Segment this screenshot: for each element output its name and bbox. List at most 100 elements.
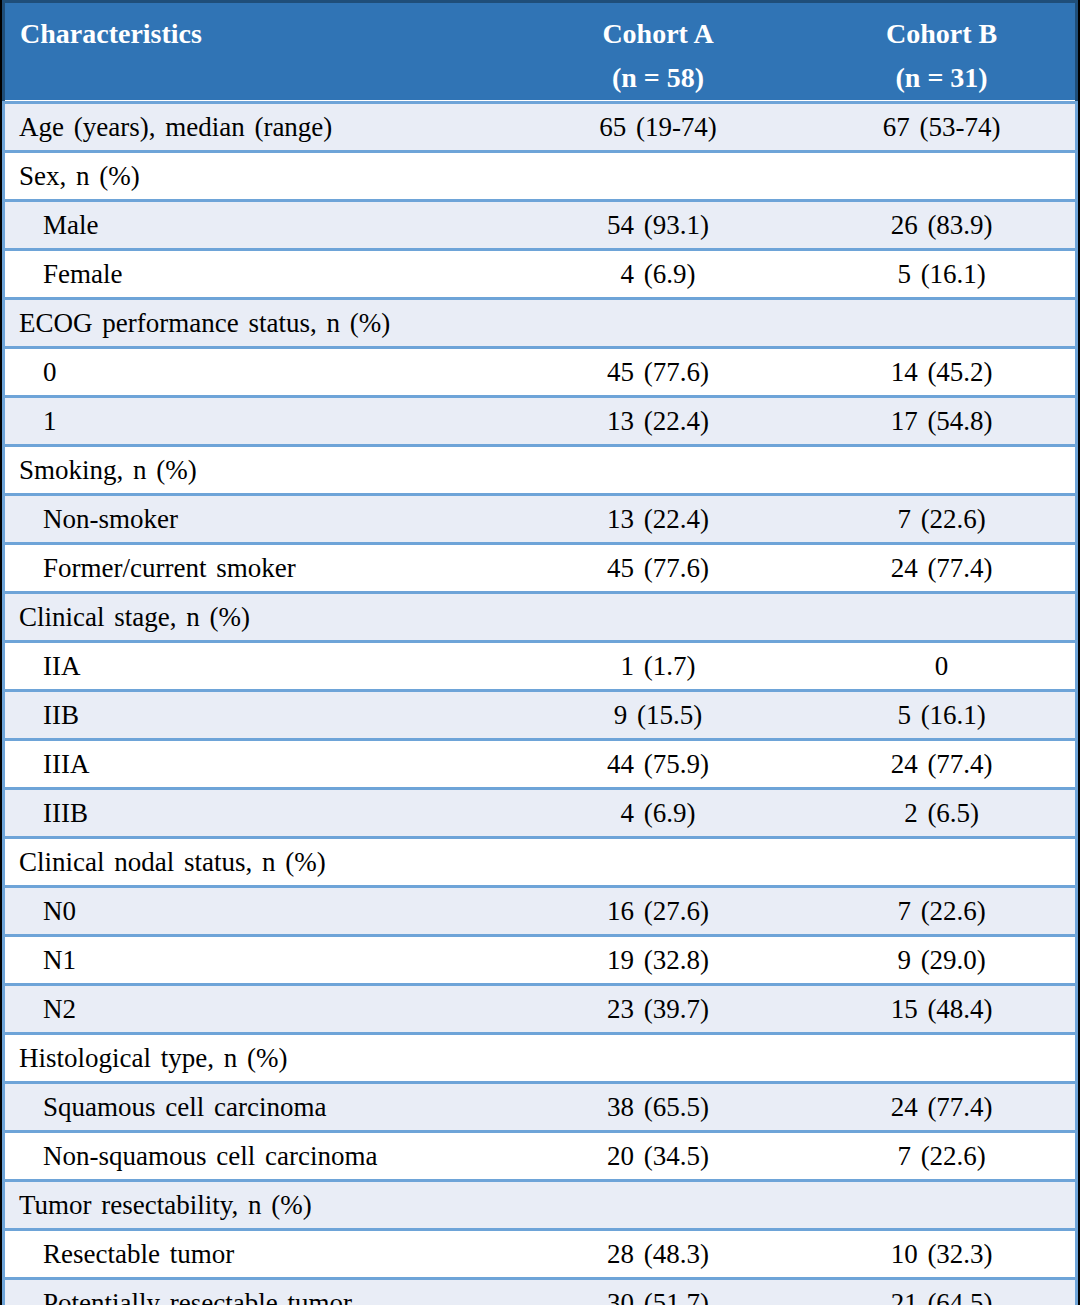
cohort-a-value: 1 (1.7) bbox=[508, 642, 808, 691]
cohort-a-value: 23 (39.7) bbox=[508, 985, 808, 1034]
header-row: Characteristics Cohort A (n = 58) Cohort… bbox=[4, 2, 1077, 103]
cohort-b-value: 24 (77.4) bbox=[808, 740, 1076, 789]
cohort-b-value bbox=[808, 1034, 1076, 1083]
cohort-b-value: 17 (54.8) bbox=[808, 397, 1076, 446]
table-row: Sex, n (%) bbox=[4, 152, 1077, 201]
cohort-a-value: 9 (15.5) bbox=[508, 691, 808, 740]
cohort-b-value: 7 (22.6) bbox=[808, 1132, 1076, 1181]
cohort-a-value: 54 (93.1) bbox=[508, 201, 808, 250]
cohort-a-value: 45 (77.6) bbox=[508, 348, 808, 397]
cohort-a-value bbox=[508, 1181, 808, 1230]
cohort-a-n-count: (n = 58) bbox=[509, 56, 807, 100]
table-row: IIIA 44 (75.9) 24 (77.4) bbox=[4, 740, 1077, 789]
cohort-a-value: 4 (6.9) bbox=[508, 789, 808, 838]
row-label: IIB bbox=[4, 691, 508, 740]
header-cell-cohort-a: Cohort A (n = 58) bbox=[508, 2, 808, 103]
cohort-b-title: Cohort B bbox=[809, 12, 1074, 56]
row-label: N2 bbox=[4, 985, 508, 1034]
table-row: N2 23 (39.7) 15 (48.4) bbox=[4, 985, 1077, 1034]
table-row: Tumor resectability, n (%) bbox=[4, 1181, 1077, 1230]
table-body: Age (years), median (range) 65 (19-74) 6… bbox=[4, 103, 1077, 1305]
row-label: Squamous cell carcinoma bbox=[4, 1083, 508, 1132]
cohort-b-value: 26 (83.9) bbox=[808, 201, 1076, 250]
cohort-b-value: 24 (77.4) bbox=[808, 1083, 1076, 1132]
cohort-a-value: 13 (22.4) bbox=[508, 495, 808, 544]
cohort-b-value: 7 (22.6) bbox=[808, 887, 1076, 936]
cohort-b-value bbox=[808, 593, 1076, 642]
table-row: N0 16 (27.6) 7 (22.6) bbox=[4, 887, 1077, 936]
cohort-a-title: Cohort A bbox=[509, 12, 807, 56]
cohort-b-value: 24 (77.4) bbox=[808, 544, 1076, 593]
table-row: 1 13 (22.4) 17 (54.8) bbox=[4, 397, 1077, 446]
table-row: ECOG performance status, n (%) bbox=[4, 299, 1077, 348]
cohort-b-value: 2 (6.5) bbox=[808, 789, 1076, 838]
cohort-a-value bbox=[508, 1034, 808, 1083]
row-label: Male bbox=[4, 201, 508, 250]
table-row: Non-squamous cell carcinoma 20 (34.5) 7 … bbox=[4, 1132, 1077, 1181]
row-label: Age (years), median (range) bbox=[4, 103, 508, 152]
row-label: Tumor resectability, n (%) bbox=[4, 1181, 508, 1230]
row-label: Non-smoker bbox=[4, 495, 508, 544]
cohort-a-value: 13 (22.4) bbox=[508, 397, 808, 446]
cohort-a-value bbox=[508, 446, 808, 495]
row-label: Histological type, n (%) bbox=[4, 1034, 508, 1083]
page: Characteristics Cohort A (n = 58) Cohort… bbox=[0, 0, 1080, 1305]
row-label: Clinical nodal status, n (%) bbox=[4, 838, 508, 887]
table-container: Characteristics Cohort A (n = 58) Cohort… bbox=[2, 0, 1078, 1305]
table-row: Potentially resectable tumor 30 (51.7) 2… bbox=[4, 1279, 1077, 1305]
table-row: Age (years), median (range) 65 (19-74) 6… bbox=[4, 103, 1077, 152]
row-label: Former/current smoker bbox=[4, 544, 508, 593]
cohort-b-value: 21 (64.5) bbox=[808, 1279, 1076, 1305]
cohort-b-value: 0 bbox=[808, 642, 1076, 691]
cohort-a-value: 38 (65.5) bbox=[508, 1083, 808, 1132]
cohort-b-value bbox=[808, 838, 1076, 887]
cohort-b-value: 14 (45.2) bbox=[808, 348, 1076, 397]
cohort-b-value bbox=[808, 299, 1076, 348]
table-row: IIA 1 (1.7) 0 bbox=[4, 642, 1077, 691]
row-label: 0 bbox=[4, 348, 508, 397]
cohort-b-value: 5 (16.1) bbox=[808, 691, 1076, 740]
table-row: Squamous cell carcinoma 38 (65.5) 24 (77… bbox=[4, 1083, 1077, 1132]
cohort-a-value: 65 (19-74) bbox=[508, 103, 808, 152]
header-cell-characteristics: Characteristics bbox=[4, 2, 508, 103]
table-header: Characteristics Cohort A (n = 58) Cohort… bbox=[4, 2, 1077, 103]
row-label: N1 bbox=[4, 936, 508, 985]
cohort-b-value: 10 (32.3) bbox=[808, 1230, 1076, 1279]
row-label: 1 bbox=[4, 397, 508, 446]
cohort-a-value: 45 (77.6) bbox=[508, 544, 808, 593]
table-row: N1 19 (32.8) 9 (29.0) bbox=[4, 936, 1077, 985]
table-row: Clinical nodal status, n (%) bbox=[4, 838, 1077, 887]
cohort-b-value: 7 (22.6) bbox=[808, 495, 1076, 544]
table-row: Clinical stage, n (%) bbox=[4, 593, 1077, 642]
cohort-b-value bbox=[808, 446, 1076, 495]
table-row: Former/current smoker 45 (77.6) 24 (77.4… bbox=[4, 544, 1077, 593]
row-label: N0 bbox=[4, 887, 508, 936]
table-row: IIB 9 (15.5) 5 (16.1) bbox=[4, 691, 1077, 740]
header-characteristics-label: Characteristics bbox=[6, 12, 507, 56]
cohort-a-value bbox=[508, 152, 808, 201]
table-row: Smoking, n (%) bbox=[4, 446, 1077, 495]
table-row: Male 54 (93.1) 26 (83.9) bbox=[4, 201, 1077, 250]
row-label: Smoking, n (%) bbox=[4, 446, 508, 495]
cohort-a-value: 16 (27.6) bbox=[508, 887, 808, 936]
row-label: IIA bbox=[4, 642, 508, 691]
table-row: 0 45 (77.6) 14 (45.2) bbox=[4, 348, 1077, 397]
cohort-b-value bbox=[808, 152, 1076, 201]
table-row: IIIB 4 (6.9) 2 (6.5) bbox=[4, 789, 1077, 838]
cohort-a-value bbox=[508, 593, 808, 642]
cohort-a-value: 19 (32.8) bbox=[508, 936, 808, 985]
cohort-b-n-count: (n = 31) bbox=[809, 56, 1074, 100]
table-row: Histological type, n (%) bbox=[4, 1034, 1077, 1083]
cohort-a-value bbox=[508, 838, 808, 887]
row-label: Clinical stage, n (%) bbox=[4, 593, 508, 642]
cohort-a-value: 20 (34.5) bbox=[508, 1132, 808, 1181]
cohort-a-value bbox=[508, 299, 808, 348]
row-label: Potentially resectable tumor bbox=[4, 1279, 508, 1305]
table-row: Non-smoker 13 (22.4) 7 (22.6) bbox=[4, 495, 1077, 544]
cohort-a-value: 4 (6.9) bbox=[508, 250, 808, 299]
row-label: ECOG performance status, n (%) bbox=[4, 299, 508, 348]
cohort-b-value: 15 (48.4) bbox=[808, 985, 1076, 1034]
table-row: Resectable tumor 28 (48.3) 10 (32.3) bbox=[4, 1230, 1077, 1279]
row-label: Female bbox=[4, 250, 508, 299]
cohort-b-value: 67 (53-74) bbox=[808, 103, 1076, 152]
